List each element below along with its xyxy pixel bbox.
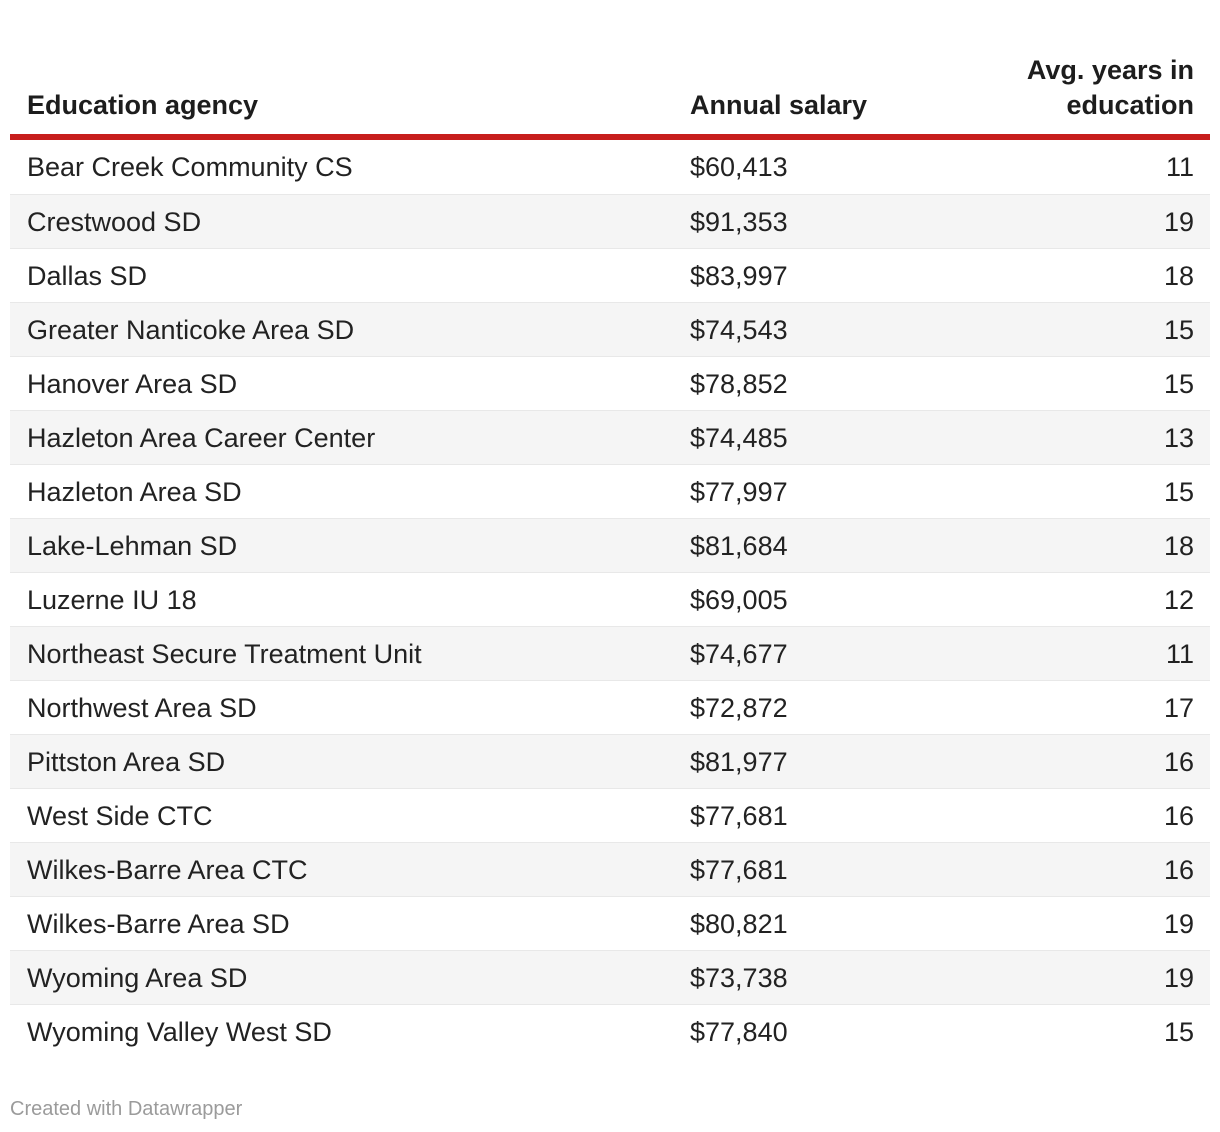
table-row: Lake-Lehman SD $81,684 18 (10, 518, 1210, 572)
cell-avg-years: 19 (1163, 206, 1194, 237)
cell-education-agency: Crestwood SD (27, 206, 202, 237)
cell-avg-years: 16 (1163, 800, 1194, 831)
cell-annual-salary: $74,485 (690, 422, 788, 453)
column-header-avg-years-in-education: Avg. years in education (1026, 55, 1194, 120)
cell-avg-years: 19 (1163, 908, 1194, 939)
table-row: Hazleton Area Career Center $74,485 13 (10, 410, 1210, 464)
table-row: West Side CTC $77,681 16 (10, 788, 1210, 842)
table-row: Wilkes-Barre Area SD $80,821 19 (10, 896, 1210, 950)
cell-annual-salary: $73,738 (690, 962, 788, 993)
cell-education-agency: Northeast Secure Treatment Unit (27, 638, 422, 669)
table-row: Hazleton Area SD $77,997 15 (10, 464, 1210, 518)
cell-education-agency: Hazleton Area SD (27, 476, 242, 507)
cell-education-agency: Hanover Area SD (27, 368, 238, 399)
cell-annual-salary: $77,681 (690, 854, 788, 885)
cell-annual-salary: $81,684 (690, 530, 788, 561)
cell-avg-years: 18 (1163, 530, 1194, 561)
cell-education-agency: Wilkes-Barre Area CTC (27, 854, 308, 885)
cell-education-agency: Bear Creek Community CS (27, 152, 353, 182)
cell-annual-salary: $77,840 (690, 1016, 788, 1047)
table-row: Hanover Area SD $78,852 15 (10, 356, 1210, 410)
cell-education-agency: Pittston Area SD (27, 746, 226, 777)
cell-annual-salary: $69,005 (690, 584, 788, 615)
cell-education-agency: West Side CTC (27, 800, 213, 831)
table-row: Wilkes-Barre Area CTC $77,681 16 (10, 842, 1210, 896)
cell-avg-years: 16 (1163, 746, 1194, 777)
cell-annual-salary: $81,977 (690, 746, 788, 777)
cell-annual-salary: $72,872 (690, 692, 788, 723)
cell-education-agency: Luzerne IU 18 (27, 584, 197, 615)
header-accent-rule (10, 134, 1210, 140)
cell-education-agency: Greater Nanticoke Area SD (27, 314, 355, 345)
cell-avg-years: 12 (1163, 584, 1194, 615)
cell-annual-salary: $74,543 (690, 314, 788, 345)
cell-annual-salary: $77,997 (690, 476, 788, 507)
cell-avg-years: 13 (1163, 422, 1194, 453)
cell-education-agency: Northwest Area SD (27, 692, 257, 723)
table-header: Education agency Annual salary Avg. year… (10, 0, 1210, 134)
table-row: Greater Nanticoke Area SD $74,543 15 (10, 302, 1210, 356)
cell-education-agency: Lake-Lehman SD (27, 530, 238, 561)
table-row: Crestwood SD $91,353 19 (10, 194, 1210, 248)
cell-avg-years: 11 (1165, 638, 1194, 669)
column-header-annual-salary: Annual salary (690, 90, 868, 120)
cell-avg-years: 17 (1163, 692, 1194, 723)
cell-avg-years: 15 (1163, 1016, 1194, 1047)
cell-annual-salary: $74,677 (690, 638, 788, 669)
cell-annual-salary: $80,821 (690, 908, 788, 939)
cell-avg-years: 18 (1163, 260, 1194, 291)
cell-education-agency: Hazleton Area Career Center (27, 422, 376, 453)
table-row: Northwest Area SD $72,872 17 (10, 680, 1210, 734)
table-row: Dallas SD $83,997 18 (10, 248, 1210, 302)
cell-avg-years: 19 (1163, 962, 1194, 993)
table-row: Luzerne IU 18 $69,005 12 (10, 572, 1210, 626)
cell-education-agency: Wyoming Area SD (27, 962, 248, 993)
column-header-education-agency: Education agency (27, 90, 259, 120)
cell-annual-salary: $78,852 (690, 368, 788, 399)
cell-education-agency: Wilkes-Barre Area SD (27, 908, 290, 939)
cell-avg-years: 11 (1165, 152, 1194, 182)
cell-education-agency: Dallas SD (27, 260, 148, 291)
cell-avg-years: 15 (1163, 476, 1194, 507)
cell-avg-years: 15 (1163, 368, 1194, 399)
table-row: Pittston Area SD $81,977 16 (10, 734, 1210, 788)
table-body: Bear Creek Community CS $60,413 11 Crest… (10, 140, 1210, 1058)
cell-avg-years: 16 (1163, 854, 1194, 885)
table-row: Northeast Secure Treatment Unit $74,677 … (10, 626, 1210, 680)
table-row: Wyoming Area SD $73,738 19 (10, 950, 1210, 1004)
cell-annual-salary: $91,353 (690, 206, 788, 237)
cell-education-agency: Wyoming Valley West SD (27, 1016, 332, 1047)
attribution-text: Created with Datawrapper (10, 1098, 243, 1120)
cell-annual-salary: $77,681 (690, 800, 788, 831)
table-row: Bear Creek Community CS $60,413 11 (10, 140, 1210, 194)
cell-annual-salary: $83,997 (690, 260, 788, 291)
table-row: Wyoming Valley West SD $77,840 15 (10, 1004, 1210, 1058)
cell-annual-salary: $60,413 (690, 152, 788, 182)
cell-avg-years: 15 (1163, 314, 1194, 345)
